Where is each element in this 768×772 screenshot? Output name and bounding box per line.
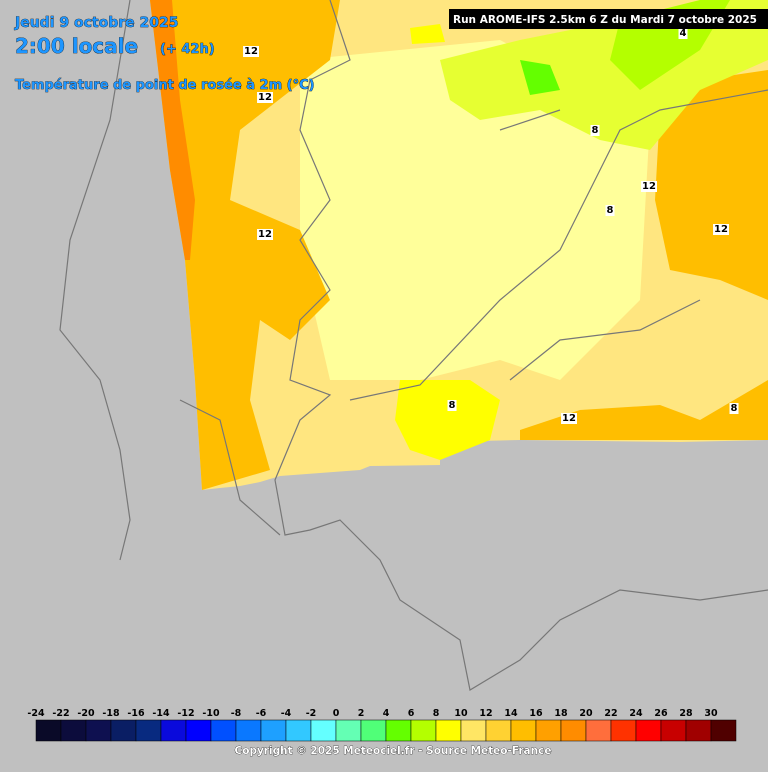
label-bg <box>641 181 657 192</box>
field-coast <box>150 0 195 260</box>
colorbar-label: -16 <box>127 708 145 719</box>
contour-label: 8 <box>607 205 614 216</box>
colorbar-swatch <box>35 719 62 742</box>
colorbar-label: 22 <box>604 708 617 719</box>
label-bg <box>447 400 457 411</box>
colorbar-label: 16 <box>529 708 543 719</box>
colorbar-swatch <box>260 719 287 742</box>
date: Jeudi 9 octobre 2025 <box>14 15 178 31</box>
colorbar-swatch <box>110 719 137 742</box>
colorbar-swatch <box>510 719 537 742</box>
colorbar-swatch <box>360 719 387 742</box>
contour-label: 12 <box>244 46 258 57</box>
colorbar-label: 20 <box>579 708 593 719</box>
colorbar-swatch <box>385 719 412 742</box>
border <box>274 0 768 691</box>
colorbar-label: 6 <box>408 708 415 719</box>
field-yellow <box>395 380 500 460</box>
colorbar-label: 28 <box>679 708 693 719</box>
colorbar-swatch <box>560 719 587 742</box>
label-bg <box>561 413 577 424</box>
colorbar-swatch <box>135 719 162 742</box>
label-bg <box>713 224 729 235</box>
label-bg <box>678 28 688 39</box>
contour-label: 12 <box>642 181 656 192</box>
colorbar-label: -10 <box>202 708 220 719</box>
field-orange-west <box>150 0 340 490</box>
colorbar-label: -14 <box>152 708 170 719</box>
colorbar-label: 30 <box>704 708 718 719</box>
field-orange-south <box>520 380 768 440</box>
colorbar-label: 18 <box>554 708 568 719</box>
field-orange-east <box>655 70 768 300</box>
lead-time: (+ 42h) <box>160 42 215 57</box>
parameter: Température de point de rosée à 2m (°C) <box>15 78 315 93</box>
colorbar-label: -12 <box>177 708 194 719</box>
contour-label: 12 <box>714 224 728 235</box>
colorbar-swatch <box>685 719 712 742</box>
colorbar-swatch <box>710 719 737 742</box>
colorbar-swatch <box>85 719 112 742</box>
run-box <box>449 9 768 29</box>
contour-label: 12 <box>258 92 272 103</box>
colorbar-label: -20 <box>77 708 95 719</box>
border <box>59 0 768 561</box>
colorbar-label: 4 <box>383 708 390 719</box>
colorbar-label: -22 <box>52 708 69 719</box>
colorbar-swatch <box>310 719 337 742</box>
field-light <box>300 40 650 380</box>
label-bg <box>243 46 259 57</box>
contour-labels: 12 12 12 12 12 12 8 8 8 8 4 <box>243 28 739 424</box>
colorbar-swatch <box>535 719 562 742</box>
copyright: Copyright © 2025 Meteociel.fr - Source M… <box>235 745 552 757</box>
colorbar-label: -18 <box>102 708 120 719</box>
label-bg <box>590 125 600 136</box>
contour-label: 8 <box>592 125 599 136</box>
colorbar-swatch <box>435 719 462 742</box>
contour-label: 8 <box>449 400 456 411</box>
colorbar-label: -8 <box>231 708 242 719</box>
contour-label: 12 <box>562 413 576 424</box>
colorbar-label: 0 <box>333 708 340 719</box>
colorbar-swatch <box>635 719 662 742</box>
colorbar-swatch <box>660 719 687 742</box>
label-bg <box>257 229 273 240</box>
field-yellow-patch <box>410 24 445 44</box>
colorbar-swatch <box>460 719 487 742</box>
colorbar-label: -6 <box>256 708 267 719</box>
colorbar-swatch <box>285 719 312 742</box>
label-bg <box>605 205 615 216</box>
contour-label: 8 <box>731 403 738 414</box>
run-info: Run AROME-IFS 2.5km 6 Z du Mardi 7 octob… <box>453 14 757 26</box>
colorbar-swatch <box>60 719 87 742</box>
colorbar-label: 26 <box>654 708 668 719</box>
colorbar-label: 14 <box>504 708 518 719</box>
contour-label: 12 <box>258 229 272 240</box>
colorbar-swatch <box>210 719 237 742</box>
colorbar-label: 24 <box>629 708 643 719</box>
colorbar-label: 10 <box>454 708 468 719</box>
field-green-dark <box>520 60 560 95</box>
colorbar-swatch <box>335 719 362 742</box>
colorbar-swatch <box>410 719 437 742</box>
colorbar-label: 2 <box>358 708 365 719</box>
colorbar: -24 -22 -20 -18 -16 -14 -12 -10 -8 -6 -4 -2 0 2 4 6 8 10 1… <box>27 708 737 742</box>
colorbar-swatch <box>485 719 512 742</box>
colorbar-label: 12 <box>479 708 492 719</box>
colorbar-label: -2 <box>306 708 317 719</box>
contour-label: 4 <box>680 28 687 39</box>
label-bg <box>257 92 273 103</box>
colorbar-swatch <box>160 719 187 742</box>
colorbar-label: -24 <box>27 708 45 719</box>
colorbar-label: -4 <box>281 708 292 719</box>
colorbar-swatch <box>610 719 637 742</box>
time: 2:00 locale <box>15 34 138 58</box>
colorbar-label: 8 <box>433 708 440 719</box>
colorbar-swatch <box>185 719 212 742</box>
label-bg <box>729 403 739 414</box>
colorbar-swatch <box>585 719 612 742</box>
colorbar-swatch <box>235 719 262 742</box>
